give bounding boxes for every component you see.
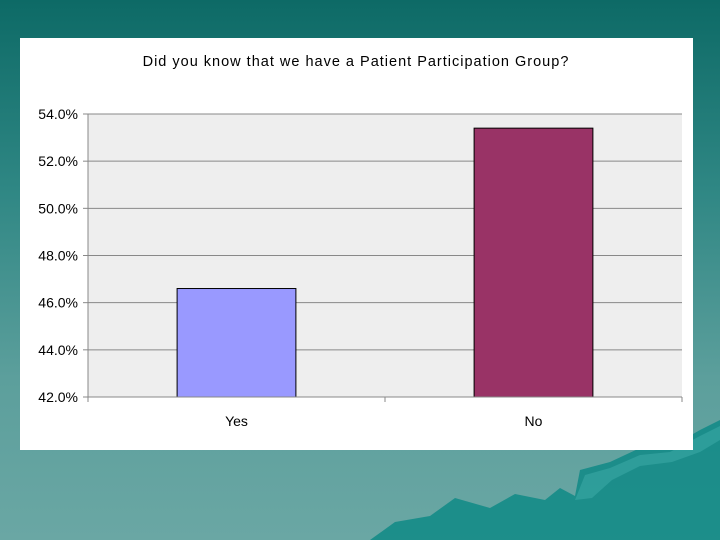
y-axis-tick-labels: 42.0% 44.0% 46.0% 48.0% 50.0% 52.0% 54.0% <box>38 106 78 405</box>
y-tick-label: 46.0% <box>38 295 78 311</box>
x-axis-tick-labels: Yes No <box>225 413 543 429</box>
y-tick-label: 48.0% <box>38 248 78 264</box>
x-tick-label: No <box>525 413 543 429</box>
bars <box>176 127 594 398</box>
x-tick-label: Yes <box>225 413 248 429</box>
y-tick-label: 54.0% <box>38 106 78 122</box>
bar-chart: Did you know that we have a Patient Part… <box>38 54 683 429</box>
y-tick-label: 42.0% <box>38 389 78 405</box>
axes <box>83 113 683 402</box>
y-tick-label: 52.0% <box>38 153 78 169</box>
wave-decoration <box>370 420 720 540</box>
y-tick-label: 50.0% <box>38 200 78 216</box>
chart-title: Did you know that we have a Patient Part… <box>143 54 570 70</box>
bar-yes <box>176 288 297 398</box>
chart-container: Did you know that we have a Patient Part… <box>20 38 693 450</box>
wave-decoration-highlight <box>575 426 720 500</box>
bar-no <box>473 127 594 398</box>
y-tick-label: 44.0% <box>38 342 78 358</box>
